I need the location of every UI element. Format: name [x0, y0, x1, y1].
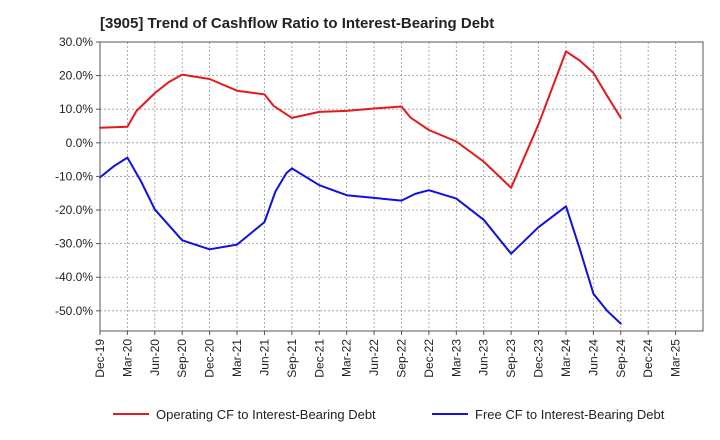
y-tick-label: -20.0% [55, 203, 93, 217]
x-tick-label: Sep-22 [395, 339, 409, 378]
y-tick-label: -30.0% [55, 237, 93, 251]
x-tick-label: Mar-20 [120, 339, 134, 377]
y-axis: 30.0% 20.0% 10.0% 0.0% -10.0% -20.0% -30.0% -40… [55, 35, 100, 318]
x-tick-label: Dec-21 [312, 339, 326, 378]
x-tick-label: Dec-19 [93, 339, 107, 378]
x-tick-label: Dec-23 [532, 339, 546, 378]
x-tick-label: Sep-20 [175, 339, 189, 378]
x-tick-label: Mar-23 [449, 339, 463, 377]
y-tick-label: 0.0% [66, 136, 94, 150]
y-tick-label: 20.0% [59, 69, 93, 83]
x-tick-label: Mar-24 [559, 339, 573, 377]
y-tick-label: -40.0% [55, 270, 93, 284]
y-tick-label: -50.0% [55, 304, 93, 318]
series-line-1 [99, 50, 622, 189]
x-tick-label: Dec-22 [422, 339, 436, 378]
x-tick-label: Jun-20 [148, 339, 162, 376]
y-tick-label: -10.0% [55, 169, 93, 183]
series-line-2 [99, 156, 622, 325]
x-tick-label: Mar-21 [230, 339, 244, 377]
x-tick-label: Mar-25 [669, 339, 683, 377]
x-tick-label: Jun-24 [586, 339, 600, 376]
x-tick-label: Sep-24 [614, 339, 628, 378]
x-tick-label: Dec-20 [203, 339, 217, 378]
x-tick-label: Jun-23 [477, 339, 491, 376]
x-tick-label: Dec-24 [641, 339, 655, 378]
x-tick-label: Sep-21 [285, 339, 299, 378]
legend: Operating CF to Interest-Bearing Debt Fre… [113, 407, 665, 422]
y-tick-label: 30.0% [59, 35, 93, 49]
x-tick-label: Jun-22 [367, 339, 381, 376]
y-tick-label: 10.0% [59, 102, 93, 116]
series-lines [99, 50, 622, 325]
x-tick-label: Mar-22 [340, 339, 354, 377]
legend-label-2: Free CF to Interest-Bearing Debt [475, 407, 665, 422]
grid [100, 41, 704, 331]
chart-title: [3905] Trend of Cashflow Ratio to Intere… [100, 15, 495, 32]
x-tick-label: Sep-23 [504, 339, 518, 378]
x-tick-label: Jun-21 [257, 339, 271, 376]
x-axis: Dec-19 Mar-20 Jun-20 Sep-20 Dec-20 Mar-21 Jun-… [93, 331, 683, 378]
legend-label-1: Operating CF to Interest-Bearing Debt [156, 407, 376, 422]
